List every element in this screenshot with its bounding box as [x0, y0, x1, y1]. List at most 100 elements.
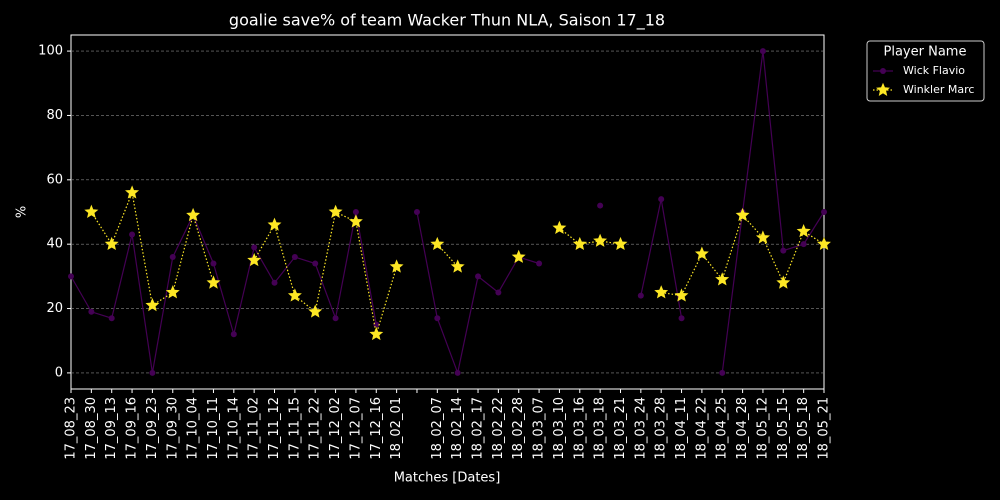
- star-marker: [369, 327, 384, 341]
- circle-marker: [373, 321, 380, 328]
- star-marker: [613, 236, 628, 251]
- x-tick-label: 18_02_14: [450, 397, 465, 460]
- series-line: [721, 51, 825, 373]
- circle-marker: [169, 254, 176, 261]
- legend-title: Player Name: [884, 45, 967, 60]
- x-tick-label: 18_05_21: [817, 397, 832, 460]
- x-tick-label: 18_05_18: [796, 397, 811, 460]
- x-tick-label: 17_11_15: [287, 397, 302, 460]
- x-tick-label: 18_03_24: [633, 397, 648, 460]
- series-line: [559, 227, 621, 245]
- star-marker: [104, 236, 119, 251]
- legend-label: Winkler Marc: [903, 83, 974, 96]
- circle-marker: [637, 292, 644, 299]
- circle-marker: [149, 369, 156, 376]
- x-tick-label: 17_11_12: [267, 397, 282, 460]
- star-marker: [308, 304, 323, 318]
- star-marker: [84, 204, 99, 218]
- circle-marker: [108, 315, 115, 322]
- star-marker: [145, 298, 160, 312]
- circle-marker: [129, 231, 136, 238]
- circle-marker: [454, 369, 461, 376]
- circle-marker: [780, 247, 787, 254]
- x-tick-label: 17_09_23: [145, 397, 160, 460]
- star-marker: [267, 217, 282, 231]
- star-marker: [348, 214, 363, 228]
- x-tick-label: 17_12_02: [328, 397, 343, 460]
- star-marker: [876, 82, 890, 96]
- circle-marker: [434, 315, 441, 322]
- x-tick-label: 17_10_04: [186, 397, 201, 460]
- circle-marker: [352, 209, 359, 215]
- star-marker: [572, 236, 587, 251]
- series-line: [70, 211, 377, 374]
- y-tick-label: 100: [38, 44, 63, 59]
- plot-area: [70, 34, 825, 390]
- circle-marker: [800, 241, 807, 248]
- x-tick-label: 18_04_28: [735, 397, 750, 460]
- x-tick-label: 17_12_16: [369, 397, 384, 460]
- circle-marker: [230, 331, 237, 338]
- star-marker: [715, 272, 730, 286]
- x-tick-label: 18_03_16: [572, 397, 587, 460]
- y-axis-label: %: [15, 206, 30, 218]
- x-tick-label: 18_03_07: [532, 397, 547, 460]
- x-tick-label: 17_08_30: [84, 397, 99, 460]
- circle-marker: [719, 369, 726, 376]
- star-marker: [125, 185, 140, 199]
- star-marker: [389, 259, 404, 273]
- x-tick-label: 17_11_02: [247, 397, 262, 460]
- series-line: [661, 214, 825, 297]
- x-tick-label: 18_02_07: [430, 397, 445, 460]
- circle-marker: [821, 209, 827, 215]
- x-tick-label: 17_08_23: [64, 397, 79, 460]
- star-marker: [247, 252, 262, 267]
- x-tick-label: 18_03_18: [593, 397, 608, 460]
- circle-marker: [658, 196, 665, 203]
- star-marker: [552, 220, 567, 234]
- star-marker: [796, 223, 811, 238]
- circle-marker: [291, 254, 298, 261]
- star-marker: [755, 230, 770, 244]
- series-line: [253, 211, 398, 335]
- circle-marker: [413, 209, 420, 215]
- star-marker: [450, 259, 465, 273]
- circle-marker: [251, 244, 258, 251]
- circle-marker: [68, 273, 74, 280]
- star-marker: [287, 288, 302, 302]
- x-tick-label: 17_09_16: [125, 397, 140, 460]
- x-tick-label: 17_10_11: [206, 397, 221, 460]
- star-marker: [694, 246, 709, 260]
- x-tick-label: 18_03_21: [613, 397, 628, 460]
- x-tick-label: 17_09_30: [165, 397, 180, 460]
- star-marker: [165, 285, 180, 299]
- x-tick-label: 17_09_13: [104, 397, 119, 460]
- circle-marker: [759, 48, 766, 55]
- x-tick-label: 18_05_15: [776, 397, 791, 460]
- star-marker: [328, 204, 343, 218]
- circle-marker: [88, 308, 95, 315]
- y-tick-label: 80: [46, 108, 63, 123]
- x-tick-label: 18_03_28: [654, 397, 669, 460]
- circle-marker: [475, 273, 482, 280]
- star-marker: [206, 275, 221, 289]
- circle-marker: [495, 289, 502, 296]
- x-tick-label: 18_03_10: [552, 397, 567, 460]
- circle-marker: [210, 260, 217, 267]
- x-tick-label: 18_02_28: [511, 397, 526, 460]
- y-tick-label: 0: [55, 365, 63, 380]
- legend-label: Wick Flavio: [903, 64, 965, 77]
- x-tick-label: 18_05_12: [755, 397, 770, 460]
- star-marker: [817, 236, 831, 251]
- chart-title: goalie save% of team Wacker Thun NLA, Sa…: [229, 11, 665, 31]
- y-tick-label: 40: [46, 237, 63, 252]
- x-tick-label: 17_11_22: [308, 397, 323, 460]
- circle-marker: [312, 260, 319, 267]
- x-tick-label: 18_04_22: [694, 397, 709, 460]
- x-tick-label: 18_02_17: [471, 397, 486, 460]
- star-marker: [430, 236, 445, 251]
- circle-marker: [332, 315, 339, 322]
- star-marker: [674, 288, 689, 302]
